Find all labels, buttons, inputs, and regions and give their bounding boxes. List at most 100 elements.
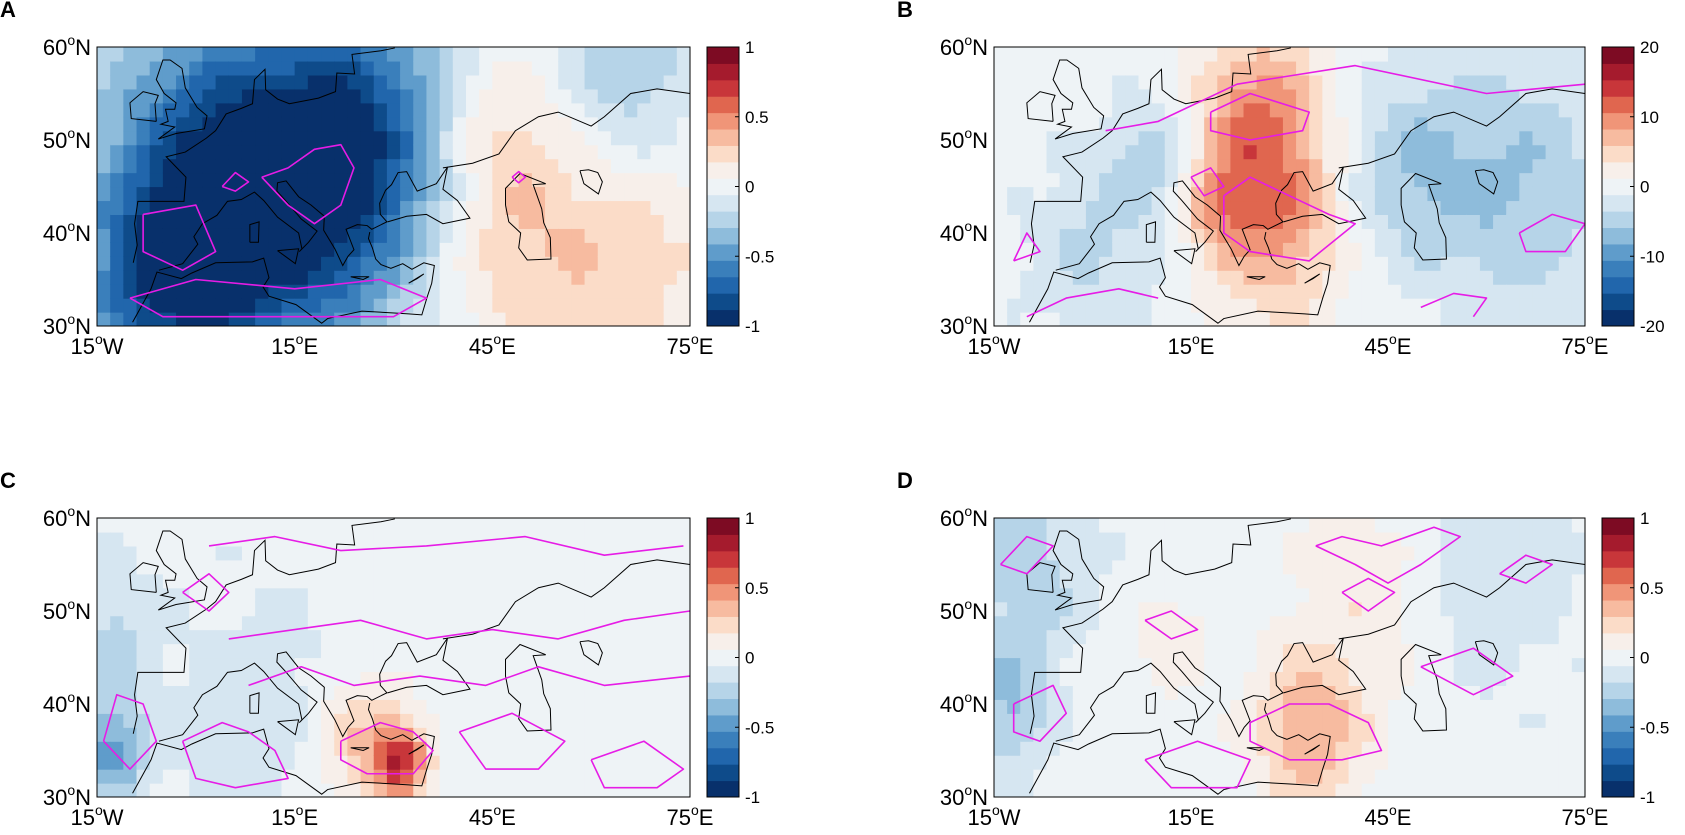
heatmap-cell <box>1519 102 1534 118</box>
heatmap-cell <box>1164 47 1179 62</box>
heatmap-cell <box>479 47 493 62</box>
heatmap-cell <box>373 200 388 215</box>
heatmap-cell <box>1230 144 1245 160</box>
heatmap-cell <box>994 200 1008 215</box>
heatmap-cell <box>479 518 493 533</box>
heatmap-cell <box>347 769 362 784</box>
heatmap-cell <box>1164 242 1179 257</box>
heatmap-cell <box>110 158 124 174</box>
heatmap-cell <box>452 242 467 257</box>
heatmap-cell <box>571 228 586 243</box>
heatmap-cell <box>176 102 190 118</box>
heatmap-cell <box>1099 769 1113 784</box>
heatmap-cell <box>241 657 256 673</box>
heatmap-cell <box>1335 518 1350 533</box>
heatmap-cell <box>1230 615 1245 631</box>
heatmap-cell <box>637 629 652 645</box>
heatmap-cell <box>1388 559 1402 575</box>
heatmap-cell <box>1506 186 1520 202</box>
heatmap-cell <box>1230 685 1245 700</box>
heatmap-cell <box>1374 256 1389 271</box>
heatmap-cell <box>268 559 283 575</box>
heatmap-cell <box>637 769 652 784</box>
heatmap-cell <box>1072 116 1087 132</box>
heatmap-cell <box>1519 158 1534 174</box>
heatmap-cell <box>255 573 269 589</box>
significance-contour <box>182 572 230 612</box>
heatmap-cell <box>676 671 690 686</box>
heatmap-cell <box>228 242 243 257</box>
colorbar-swatch <box>707 731 739 749</box>
heatmap-cell <box>676 186 690 202</box>
heatmap-cell <box>1191 144 1205 160</box>
heatmap-cell <box>1440 629 1455 645</box>
heatmap-cell <box>1532 783 1547 797</box>
heatmap-cell <box>1558 130 1573 146</box>
heatmap-cell <box>676 629 690 645</box>
heatmap-cell <box>624 573 638 589</box>
heatmap-cell <box>518 242 533 257</box>
heatmap-cell <box>294 144 309 160</box>
heatmap-cell <box>1204 657 1218 673</box>
colorbar-tick-label: 1 <box>745 509 754 528</box>
heatmap-cell <box>1361 172 1376 188</box>
heatmap-cell <box>110 573 124 589</box>
heatmap-cell <box>1269 518 1284 533</box>
heatmap-cell <box>1138 298 1153 313</box>
heatmap-cell <box>321 158 335 174</box>
colorbar-tick-label: 0.5 <box>745 108 769 127</box>
heatmap-cell <box>228 228 243 243</box>
heatmap-cell <box>136 200 151 215</box>
heatmap-cell <box>571 102 586 118</box>
heatmap-cell <box>268 200 283 215</box>
heatmap-cell <box>1007 47 1021 62</box>
heatmap-cell <box>1532 629 1547 645</box>
heatmap-cell <box>294 741 309 756</box>
heatmap-cell <box>676 312 690 326</box>
heatmap-cell <box>1558 116 1573 132</box>
heatmap-cell <box>1322 573 1337 589</box>
heatmap-cell <box>426 298 441 313</box>
heatmap-cell <box>1020 587 1034 603</box>
heatmap-cell <box>571 200 586 215</box>
heatmap-cell <box>413 200 428 215</box>
heatmap-cell <box>1007 573 1021 589</box>
heatmap-cell <box>597 256 612 271</box>
heatmap-cell <box>1519 200 1534 215</box>
heatmap-cell <box>1072 545 1087 561</box>
heatmap-cell <box>334 559 348 575</box>
heatmap-cell <box>571 158 586 174</box>
heatmap-cell <box>136 643 151 659</box>
heatmap-cell <box>400 657 414 673</box>
heatmap-cell <box>1020 769 1034 784</box>
heatmap-cell <box>321 573 335 589</box>
heatmap-cell <box>531 713 546 728</box>
heatmap-cell <box>1466 102 1481 118</box>
heatmap-cell <box>1191 755 1205 770</box>
heatmap-cell <box>1401 601 1415 617</box>
heatmap-cell <box>1348 130 1363 146</box>
heatmap-cell <box>1099 755 1113 770</box>
heatmap-cell <box>676 47 690 62</box>
heatmap-cell <box>215 755 230 770</box>
heatmap-cell <box>558 116 572 132</box>
heatmap-cell <box>1164 769 1179 784</box>
heatmap-cell <box>1046 685 1061 700</box>
heatmap-cell <box>663 242 678 257</box>
heatmap-cell <box>1177 755 1192 770</box>
heatmap-cell <box>413 102 428 118</box>
heatmap-cell <box>1532 601 1547 617</box>
heatmap-cell <box>136 629 151 645</box>
heatmap-cell <box>505 242 520 257</box>
heatmap-cell <box>1493 671 1507 686</box>
heatmap-cell <box>452 601 467 617</box>
heatmap-cell <box>1571 755 1585 770</box>
heatmap-cell <box>347 298 362 313</box>
heatmap-cell <box>413 88 428 104</box>
heatmap-cell <box>637 531 652 547</box>
heatmap-cell <box>1072 783 1087 797</box>
heatmap-cell <box>1361 685 1376 700</box>
heatmap-cell <box>558 783 572 797</box>
heatmap-cell <box>1085 200 1100 215</box>
heatmap-cell <box>241 186 256 202</box>
